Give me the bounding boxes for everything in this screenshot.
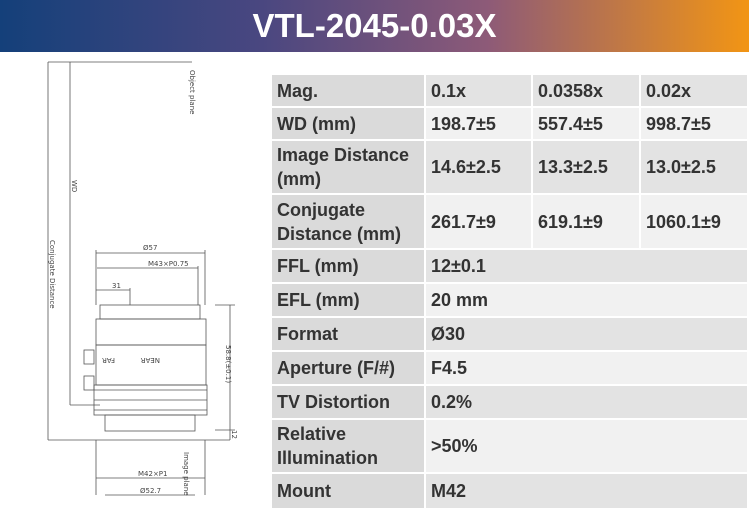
cell-value: 557.4±5: [533, 108, 639, 139]
row-label: FFL (mm): [272, 250, 424, 282]
row-label: Mag.: [272, 75, 424, 106]
drawing-label: 12: [230, 430, 238, 439]
cell-value: 0.1x: [426, 75, 531, 106]
row-label: TV Distortion: [272, 386, 424, 418]
cell-value: 998.7±5: [641, 108, 747, 139]
row-label: WD (mm): [272, 108, 424, 139]
drawing-label: 31: [112, 282, 121, 290]
cell-value: 14.6±2.5: [426, 141, 531, 193]
cell-value: 261.7±9: [426, 195, 531, 248]
row-label: Format: [272, 318, 424, 350]
drawing-label: Image plane: [182, 452, 190, 496]
row-label: Relative Illumination: [272, 420, 424, 472]
cell-value: 0.02x: [641, 75, 747, 106]
cell-value: M42: [426, 474, 747, 508]
cell-value: 0.0358x: [533, 75, 639, 106]
cell-value: 12±0.1: [426, 250, 747, 282]
drawing-label: Conjugate Distance: [48, 240, 56, 309]
drawing-label: NEAR: [141, 356, 160, 364]
drawing-label: FAR: [102, 356, 115, 364]
cell-value: >50%: [426, 420, 747, 472]
row-label: Conjugate Distance (mm): [272, 195, 424, 248]
lens-drawing: Object plane WD Conjugate Distance Ø57 M…: [47, 61, 238, 496]
cell-value: F4.5: [426, 352, 747, 384]
cell-value: 619.1±9: [533, 195, 639, 248]
cell-value: 20 mm: [426, 284, 747, 316]
cell-value: 0.2%: [426, 386, 747, 418]
row-label: Image Distance (mm): [272, 141, 424, 193]
drawing-label: M43×P0.75: [148, 260, 189, 268]
row-label: Mount: [272, 474, 424, 508]
drawing-label: 58.8(±0.1): [224, 345, 232, 383]
cell-value: 13.0±2.5: [641, 141, 747, 193]
cell-value: 13.3±2.5: [533, 141, 639, 193]
drawing-label: Ø52.7: [140, 487, 161, 495]
title: VTL-2045-0.03X: [0, 0, 749, 52]
drawing-label: Object plane: [188, 70, 196, 114]
row-label: EFL (mm): [272, 284, 424, 316]
cell-value: 1060.1±9: [641, 195, 747, 248]
drawing-label: Ø57: [143, 244, 157, 252]
drawing-label: M42×P1: [138, 470, 168, 478]
drawing-label: WD: [70, 180, 78, 192]
cell-value: 198.7±5: [426, 108, 531, 139]
cell-value: Ø30: [426, 318, 747, 350]
row-label: Aperture (F/#): [272, 352, 424, 384]
